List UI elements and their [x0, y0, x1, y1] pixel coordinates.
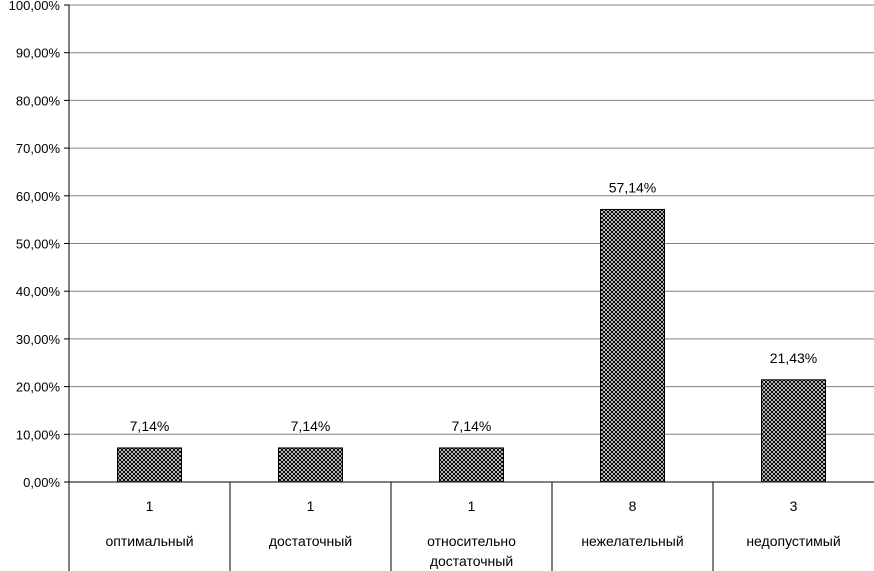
category-label: нежелательный: [581, 533, 683, 549]
category-table: 1 оптимальный 1 достаточный 1 относительно дос…: [105, 498, 840, 569]
category-count: 8: [629, 498, 637, 514]
y-tick-label: 80,00%: [16, 93, 61, 108]
y-tick-label: 30,00%: [16, 332, 61, 347]
category-label: достаточный: [430, 553, 513, 569]
bars: [117, 208, 826, 483]
data-label: 21,43%: [770, 350, 817, 366]
y-tick-label: 50,00%: [16, 237, 61, 252]
gridlines: [69, 4, 874, 435]
category-count: 1: [468, 498, 476, 514]
bar: [761, 379, 826, 483]
category-label: относительно: [427, 533, 516, 549]
data-label: 57,14%: [609, 179, 656, 195]
category-label: недопустимый: [746, 533, 840, 549]
y-tick-label: 70,00%: [16, 141, 61, 156]
data-label: 7,14%: [130, 418, 170, 434]
y-tick-label: 100,00%: [9, 0, 61, 13]
axes: [64, 4, 874, 571]
y-tick-label: 90,00%: [16, 46, 61, 61]
y-tick-label: 10,00%: [16, 427, 61, 442]
data-label: 7,14%: [291, 418, 331, 434]
y-axis-tick-labels: 0,00% 10,00% 20,00% 30,00% 40,00% 50,00% 60,00…: [9, 0, 61, 490]
bar: [117, 447, 182, 483]
data-label: 7,14%: [452, 418, 492, 434]
category-label: достаточный: [269, 533, 352, 549]
y-tick-label: 60,00%: [16, 189, 61, 204]
y-tick-label: 40,00%: [16, 284, 61, 299]
y-tick-label: 20,00%: [16, 380, 61, 395]
data-labels: 7,14% 7,14% 7,14% 57,14% 21,43%: [130, 179, 818, 434]
category-label: оптимальный: [105, 533, 193, 549]
category-count: 1: [307, 498, 315, 514]
bar: [278, 447, 343, 483]
bar: [600, 208, 665, 483]
category-count: 1: [146, 498, 154, 514]
y-tick-label: 0,00%: [23, 475, 60, 490]
bar: [439, 447, 504, 483]
category-count: 3: [790, 498, 798, 514]
